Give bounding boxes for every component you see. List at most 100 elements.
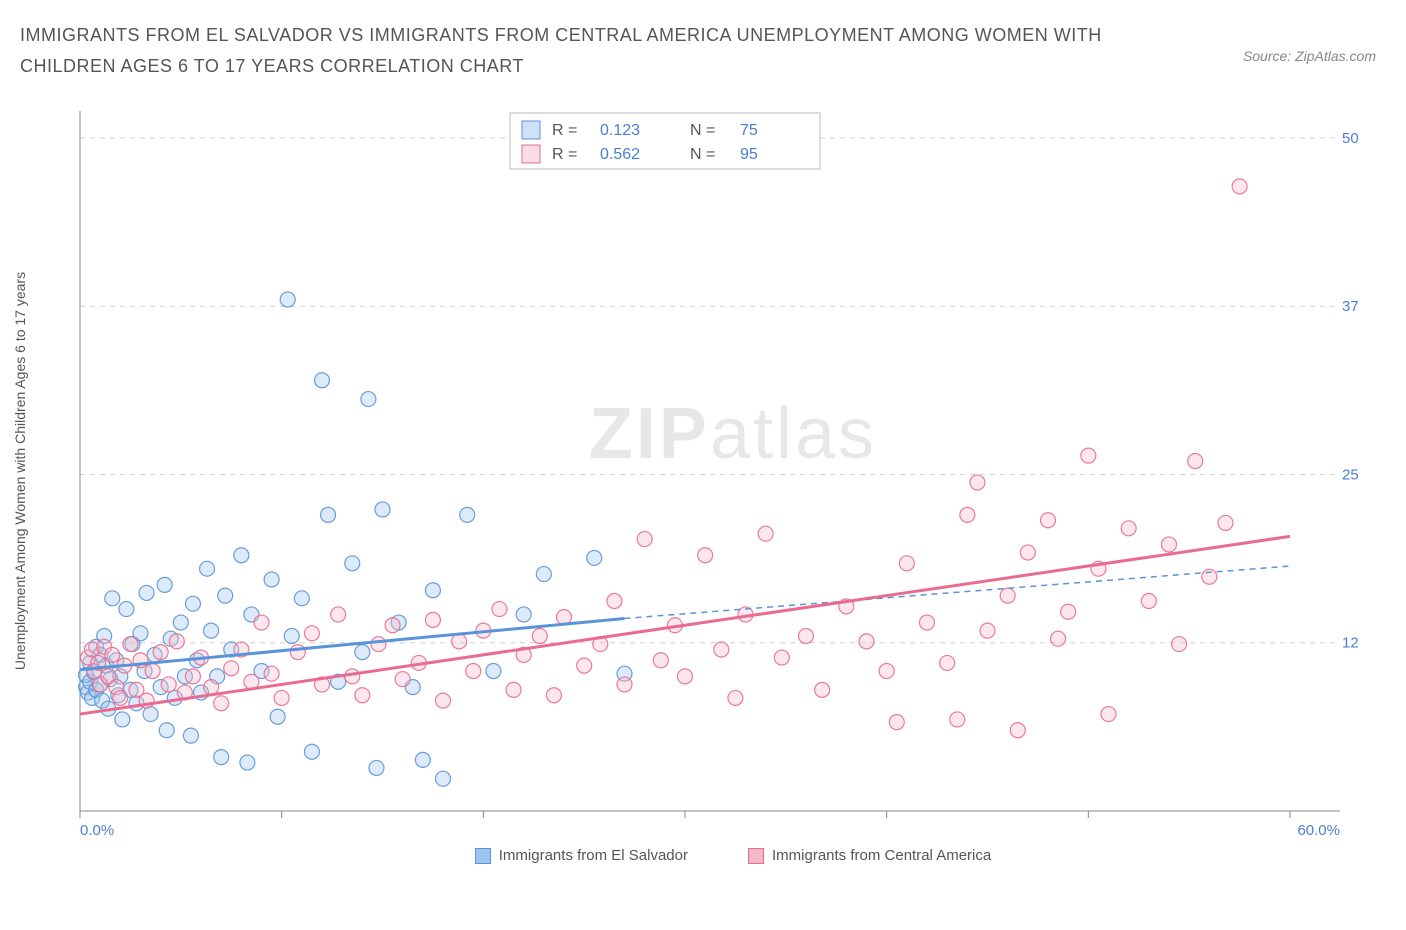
data-point bbox=[290, 645, 305, 660]
data-point bbox=[546, 688, 561, 703]
data-point bbox=[375, 502, 390, 517]
data-point bbox=[1141, 594, 1156, 609]
data-point bbox=[678, 669, 693, 684]
data-point bbox=[980, 623, 995, 638]
data-point bbox=[143, 707, 158, 722]
data-point bbox=[532, 629, 547, 644]
data-point bbox=[607, 594, 622, 609]
data-point bbox=[304, 744, 319, 759]
data-point bbox=[486, 664, 501, 679]
svg-text:25.0%: 25.0% bbox=[1342, 467, 1360, 484]
data-point bbox=[516, 607, 531, 622]
data-point bbox=[371, 637, 386, 652]
data-point bbox=[214, 696, 229, 711]
data-point bbox=[274, 691, 289, 706]
data-point bbox=[617, 677, 632, 692]
svg-text:0.0%: 0.0% bbox=[80, 822, 114, 839]
data-point bbox=[889, 715, 904, 730]
data-point bbox=[234, 548, 249, 563]
trend-line-extension bbox=[625, 566, 1291, 619]
data-point bbox=[204, 680, 219, 695]
data-point bbox=[1172, 637, 1187, 652]
svg-text:60.0%: 60.0% bbox=[1297, 822, 1340, 839]
svg-text:0.562: 0.562 bbox=[600, 146, 640, 163]
data-point bbox=[385, 618, 400, 633]
legend-label: Immigrants from Central America bbox=[772, 847, 991, 864]
data-point bbox=[264, 572, 279, 587]
legend-swatch bbox=[522, 145, 540, 163]
data-point bbox=[1081, 448, 1096, 463]
data-point bbox=[815, 683, 830, 698]
data-point bbox=[415, 753, 430, 768]
data-point bbox=[452, 634, 467, 649]
data-point bbox=[653, 653, 668, 668]
data-point bbox=[254, 615, 269, 630]
data-point bbox=[506, 683, 521, 698]
data-point bbox=[1188, 454, 1203, 469]
data-point bbox=[214, 750, 229, 765]
data-point bbox=[113, 691, 128, 706]
data-point bbox=[105, 648, 120, 663]
data-point bbox=[218, 588, 233, 603]
data-point bbox=[1202, 569, 1217, 584]
data-point bbox=[436, 693, 451, 708]
legend-swatch bbox=[522, 121, 540, 139]
data-point bbox=[161, 677, 176, 692]
data-point bbox=[321, 508, 336, 523]
data-point bbox=[758, 526, 773, 541]
data-point bbox=[173, 615, 188, 630]
data-point bbox=[345, 556, 360, 571]
data-point bbox=[799, 629, 814, 644]
data-point bbox=[1010, 723, 1025, 738]
data-point bbox=[714, 642, 729, 657]
svg-text:50.0%: 50.0% bbox=[1342, 130, 1360, 147]
data-point bbox=[970, 475, 985, 490]
data-point bbox=[240, 755, 255, 770]
data-point bbox=[436, 771, 451, 786]
source-label: Source: ZipAtlas.com bbox=[1243, 48, 1376, 64]
data-point bbox=[157, 578, 172, 593]
data-point bbox=[294, 591, 309, 606]
svg-text:37.5%: 37.5% bbox=[1342, 298, 1360, 315]
data-point bbox=[105, 591, 120, 606]
data-point bbox=[950, 712, 965, 727]
svg-text:R =: R = bbox=[552, 122, 577, 139]
svg-text:0.123: 0.123 bbox=[600, 122, 640, 139]
legend-label: Immigrants from El Salvador bbox=[499, 847, 688, 864]
data-point bbox=[204, 623, 219, 638]
data-point bbox=[774, 650, 789, 665]
data-point bbox=[940, 656, 955, 671]
scatter-chart: 0.0%60.0%12.5%25.0%37.5%50.0%R =0.123N =… bbox=[60, 101, 1360, 841]
data-point bbox=[345, 669, 360, 684]
svg-text:N =: N = bbox=[690, 122, 715, 139]
data-point bbox=[460, 508, 475, 523]
data-point bbox=[1061, 604, 1076, 619]
data-point bbox=[119, 602, 134, 617]
data-point bbox=[270, 709, 285, 724]
data-point bbox=[395, 672, 410, 687]
data-point bbox=[879, 664, 894, 679]
data-point bbox=[536, 567, 551, 582]
data-point bbox=[698, 548, 713, 563]
data-point bbox=[304, 626, 319, 641]
data-point bbox=[1101, 707, 1116, 722]
data-point bbox=[425, 613, 440, 628]
data-point bbox=[425, 583, 440, 598]
data-point bbox=[145, 664, 160, 679]
data-point bbox=[224, 661, 239, 676]
legend-swatch bbox=[475, 848, 491, 864]
data-point bbox=[577, 658, 592, 673]
data-point bbox=[159, 723, 174, 738]
trend-line bbox=[80, 619, 625, 670]
data-point bbox=[637, 532, 652, 547]
data-point bbox=[1121, 521, 1136, 536]
data-point bbox=[960, 508, 975, 523]
data-point bbox=[153, 645, 168, 660]
legend-item: Immigrants from Central America bbox=[748, 847, 991, 864]
data-point bbox=[466, 664, 481, 679]
data-point bbox=[355, 688, 370, 703]
data-point bbox=[1162, 537, 1177, 552]
data-point bbox=[1020, 545, 1035, 560]
data-point bbox=[899, 556, 914, 571]
data-point bbox=[920, 615, 935, 630]
